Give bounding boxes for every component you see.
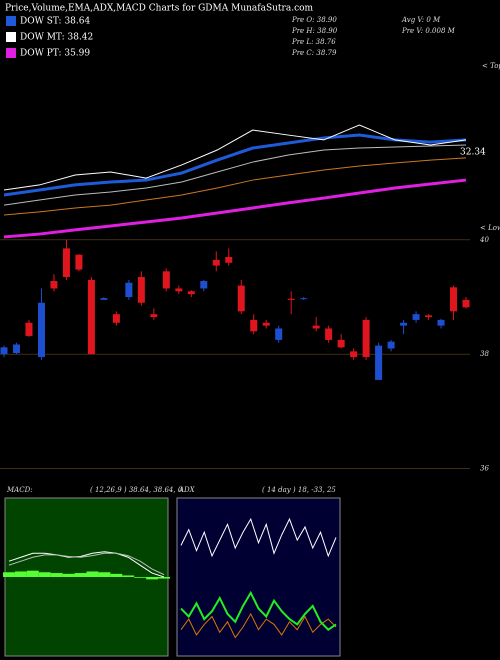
- candle-body: [412, 314, 420, 320]
- candle-body: [375, 345, 383, 380]
- histogram-bar: [122, 575, 135, 577]
- candle-body: [0, 347, 8, 355]
- legend-swatch: [6, 16, 16, 26]
- legend-label: DOW MT: 38.42: [20, 33, 93, 43]
- candle-body: [450, 287, 458, 312]
- candle-body: [425, 315, 433, 318]
- legend-label: DOW ST: 38.64: [20, 17, 90, 27]
- candle-body: [125, 282, 133, 298]
- panel-params: ( 12,26,9 ) 38.64, 38.64, 0: [90, 486, 183, 494]
- legend-swatch: [6, 48, 16, 58]
- indicator-line: [180, 517, 337, 558]
- candle-body: [325, 328, 333, 340]
- histogram-bar: [14, 571, 27, 577]
- histogram-bar: [158, 577, 170, 579]
- y-tick-label: 36: [480, 465, 489, 473]
- panel-params: ( 14 day ) 18, -33, 25: [262, 486, 336, 494]
- candle-body: [112, 314, 120, 323]
- histogram-bar: [110, 573, 123, 577]
- candle-body: [100, 298, 108, 300]
- quote-label: Avg V: 0 M: [401, 16, 441, 24]
- panel-title: ADX: [178, 486, 196, 494]
- indicator-line: [8, 551, 165, 578]
- histogram-bar: [26, 570, 39, 577]
- histogram-bar: [86, 571, 99, 577]
- indicator-line: [180, 612, 337, 639]
- indicator-line: [180, 590, 337, 631]
- candle-body: [75, 254, 83, 270]
- indicator-line: [3, 157, 467, 216]
- candle-body: [50, 281, 58, 289]
- candle-body: [150, 314, 158, 318]
- histogram-bar: [50, 573, 63, 577]
- indicator-line: [3, 124, 467, 191]
- page-title: Price,Volume,EMA,ADX,MACD Charts for GDM…: [5, 4, 314, 14]
- annotation: < Lows: [480, 224, 500, 232]
- candle-body: [362, 319, 370, 358]
- candle-body: [87, 279, 95, 355]
- indicator-line: [3, 178, 467, 239]
- candle-body: [162, 271, 170, 289]
- histogram-bar: [3, 572, 15, 577]
- candle-body: [187, 291, 195, 295]
- candle-body: [212, 259, 220, 266]
- panel-bg: [176, 497, 341, 657]
- quote-label: Pre H: 38.90: [291, 27, 338, 35]
- panel-title: MACD:: [6, 486, 33, 494]
- candle-body: [200, 281, 208, 289]
- candle-body: [237, 285, 245, 312]
- candle-body: [275, 328, 283, 340]
- candle-body: [387, 341, 395, 349]
- candle-body: [262, 322, 270, 326]
- candle-body: [337, 339, 345, 348]
- indicator-line: [8, 552, 165, 576]
- candle-body: [137, 277, 145, 303]
- candle-body: [400, 322, 408, 326]
- histogram-bar: [62, 573, 75, 577]
- candle-body: [37, 302, 45, 358]
- candle-body: [12, 344, 20, 354]
- candle-body: [312, 325, 320, 329]
- candle-body: [62, 248, 70, 278]
- histogram-bar: [134, 577, 147, 578]
- quote-label: Pre V: 0.008 M: [401, 27, 456, 35]
- histogram-bar: [146, 577, 159, 580]
- y-tick-label: 38: [480, 350, 489, 358]
- annotation: < Tops: [482, 62, 500, 70]
- legend-label: DOW PT: 35.99: [20, 49, 90, 59]
- candle-body: [300, 298, 308, 300]
- histogram-bar: [74, 573, 87, 577]
- annotation: 32.34: [460, 148, 486, 158]
- candle-body: [437, 319, 445, 326]
- legend-swatch: [6, 32, 16, 42]
- candle-body: [175, 288, 183, 292]
- histogram-bar: [38, 572, 51, 577]
- quote-label: Pre O: 38.90: [291, 16, 337, 24]
- histogram-bar: [98, 572, 111, 577]
- candle-body: [287, 298, 295, 300]
- candle-body: [462, 299, 470, 308]
- y-tick-label: 40: [479, 236, 489, 244]
- quote-label: Pre C: 38.79: [291, 49, 337, 57]
- indicator-line: [3, 133, 467, 197]
- quote-label: Pre L: 38.76: [291, 38, 336, 46]
- candle-body: [250, 319, 258, 332]
- candle-body: [25, 322, 33, 336]
- candle-body: [225, 257, 233, 263]
- indicator-line: [3, 144, 467, 206]
- candle-body: [350, 351, 358, 358]
